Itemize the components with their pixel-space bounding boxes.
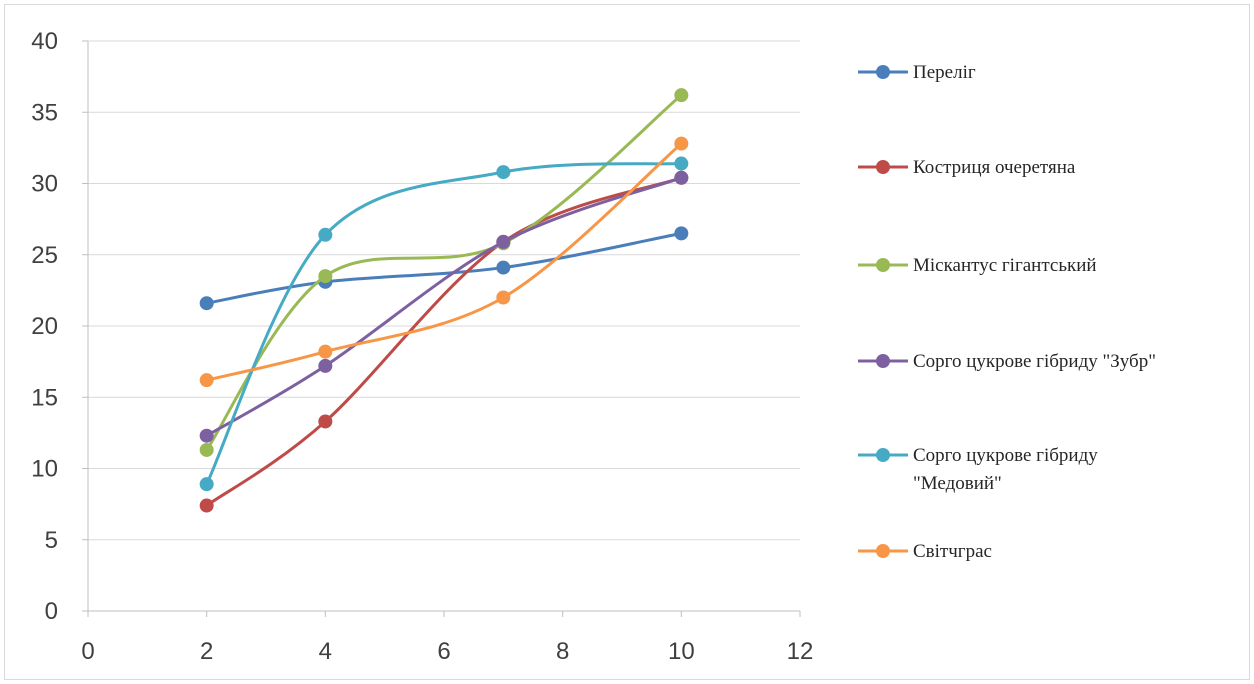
legend-label: Світчграс <box>913 541 992 562</box>
x-tick-label: 6 <box>437 638 450 665</box>
x-tick-label: 12 <box>787 638 814 665</box>
legend-item: Переліг <box>858 62 976 83</box>
x-tick-label: 4 <box>319 638 332 665</box>
data-point <box>674 170 689 185</box>
data-point <box>674 226 689 241</box>
series-group <box>199 88 689 513</box>
legend-label: Переліг <box>913 62 976 83</box>
legend-item: Сорго цукрове гібриду "Зубр" <box>858 351 1156 372</box>
y-tick-label: 20 <box>31 313 58 340</box>
legend: Переліг Костриця очеретяна Міскантус гіган… <box>858 62 1156 562</box>
series-5 <box>199 156 689 492</box>
data-point <box>318 269 333 284</box>
legend-label: Сорго цукрове гібриду "Зубр" <box>913 351 1156 372</box>
data-point <box>318 227 333 242</box>
legend-item: Костриця очеретяна <box>858 157 1076 178</box>
series-1 <box>199 226 689 311</box>
data-point <box>674 88 689 103</box>
data-point <box>496 165 511 180</box>
y-tick-label: 0 <box>45 598 58 625</box>
legend-label: Костриця очеретяна <box>913 157 1076 178</box>
data-point <box>199 428 214 443</box>
data-point <box>496 260 511 275</box>
series-line <box>205 162 683 486</box>
legend-marker <box>876 354 890 368</box>
x-tick-label: 10 <box>668 638 695 665</box>
series-4 <box>199 170 689 443</box>
data-point <box>674 136 689 151</box>
data-point <box>199 477 214 492</box>
y-tick-label: 40 <box>31 28 58 55</box>
y-tick-label: 10 <box>31 456 58 483</box>
series-line <box>205 142 683 382</box>
legend-label: Міскантус гігантський <box>913 255 1097 276</box>
series-line <box>205 176 683 508</box>
legend-marker <box>876 448 890 462</box>
y-tick-label: 25 <box>31 242 58 269</box>
data-point <box>199 498 214 513</box>
y-tick-label: 15 <box>31 384 58 411</box>
axes: 0 5 10 15 20 25 30 35 40 0 2 4 6 8 10 12 <box>31 28 813 665</box>
x-tick-label: 2 <box>200 638 213 665</box>
data-point <box>496 290 511 305</box>
legend-label: Сорго цукрове гібриду "Медовий" <box>913 445 1098 494</box>
data-point <box>318 414 333 429</box>
data-point <box>199 296 214 311</box>
data-point <box>318 344 333 359</box>
legend-item: Міскантус гігантський <box>858 255 1097 276</box>
legend-marker <box>876 160 890 174</box>
legend-marker <box>876 258 890 272</box>
series-line <box>205 231 683 305</box>
y-tick-label: 35 <box>31 99 58 126</box>
y-tick-label: 5 <box>45 527 58 554</box>
legend-marker <box>876 65 890 79</box>
data-point <box>199 442 214 457</box>
gridlines <box>88 40 800 541</box>
x-tick-label: 8 <box>556 638 569 665</box>
series-6 <box>199 136 689 388</box>
data-point <box>318 358 333 373</box>
data-point <box>496 234 511 249</box>
chart-frame <box>4 4 1250 680</box>
x-tick-label: 0 <box>81 638 94 665</box>
legend-item: Світчграс <box>858 541 992 562</box>
series-2 <box>199 170 689 513</box>
legend-marker <box>876 544 890 558</box>
data-point <box>199 373 214 388</box>
y-tick-label: 30 <box>31 171 58 198</box>
series-line <box>205 176 683 438</box>
data-point <box>674 156 689 171</box>
legend-item: Сорго цукрове гібриду "Медовий" <box>858 445 1098 494</box>
